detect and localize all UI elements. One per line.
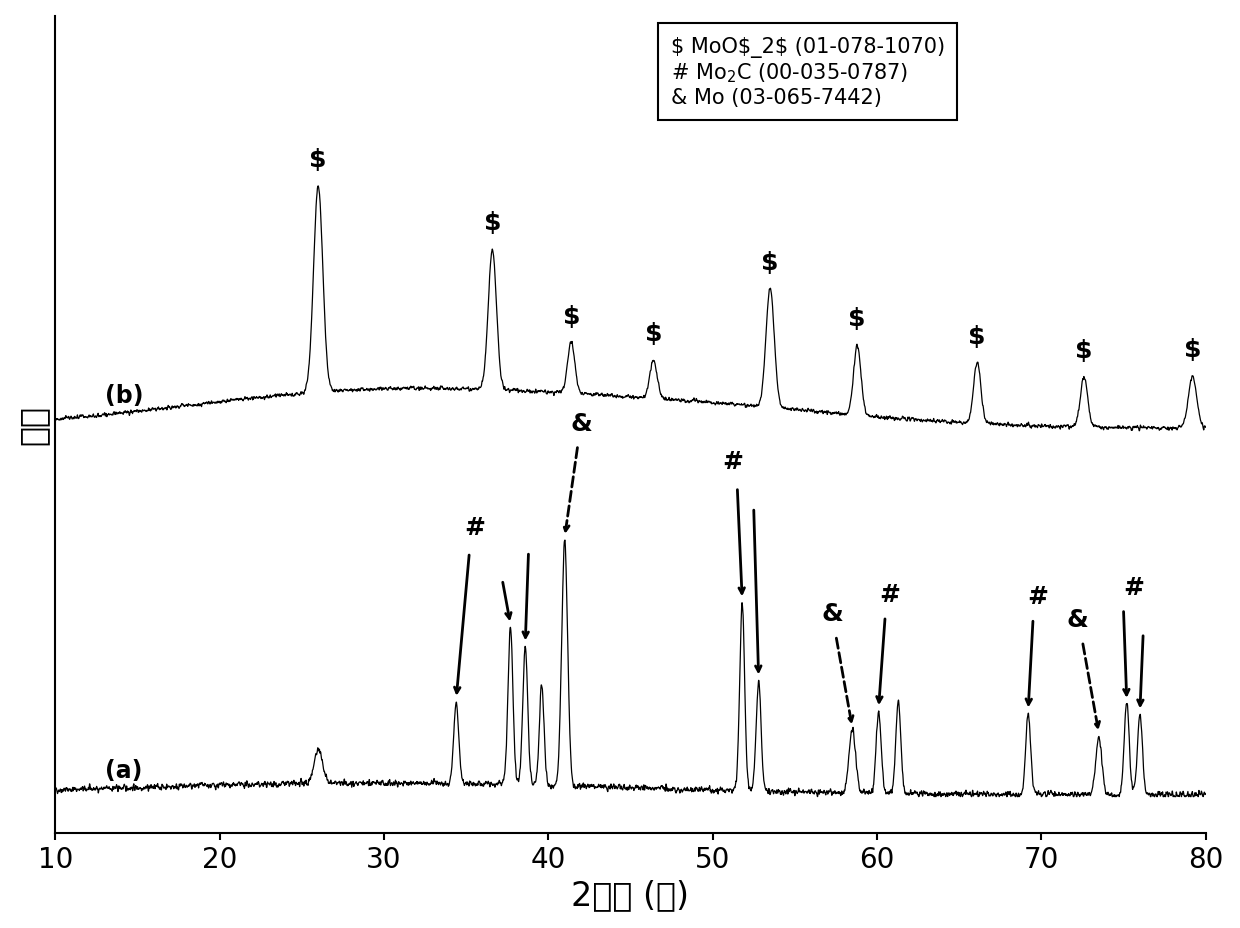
Text: #: #: [1123, 575, 1143, 599]
Text: (b): (b): [104, 384, 143, 407]
Text: $ MoO$_2$ (01-078-1070)
# Mo$_2$C (00-035-0787)
& Mo (03-065-7442): $ MoO$_2$ (01-078-1070) # Mo$_2$C (00-03…: [671, 37, 945, 109]
Text: #: #: [1028, 585, 1049, 609]
Text: $: $: [310, 148, 327, 172]
Text: &: &: [822, 601, 843, 625]
Text: $: $: [645, 322, 662, 346]
Text: $: $: [1075, 339, 1092, 363]
Y-axis label: 强度: 强度: [16, 405, 50, 445]
Text: $: $: [1184, 338, 1202, 361]
Text: $: $: [968, 324, 986, 348]
Text: #: #: [464, 515, 485, 539]
X-axis label: 2角度 (度): 2角度 (度): [572, 879, 689, 911]
Text: #: #: [879, 582, 900, 606]
Text: #: #: [722, 450, 743, 474]
Text: $: $: [848, 306, 866, 330]
Text: &: &: [570, 411, 591, 435]
Text: $: $: [484, 212, 501, 235]
Text: &: &: [1066, 607, 1089, 631]
Text: (a): (a): [104, 758, 141, 782]
Text: $: $: [563, 305, 580, 329]
Text: $: $: [761, 251, 779, 275]
